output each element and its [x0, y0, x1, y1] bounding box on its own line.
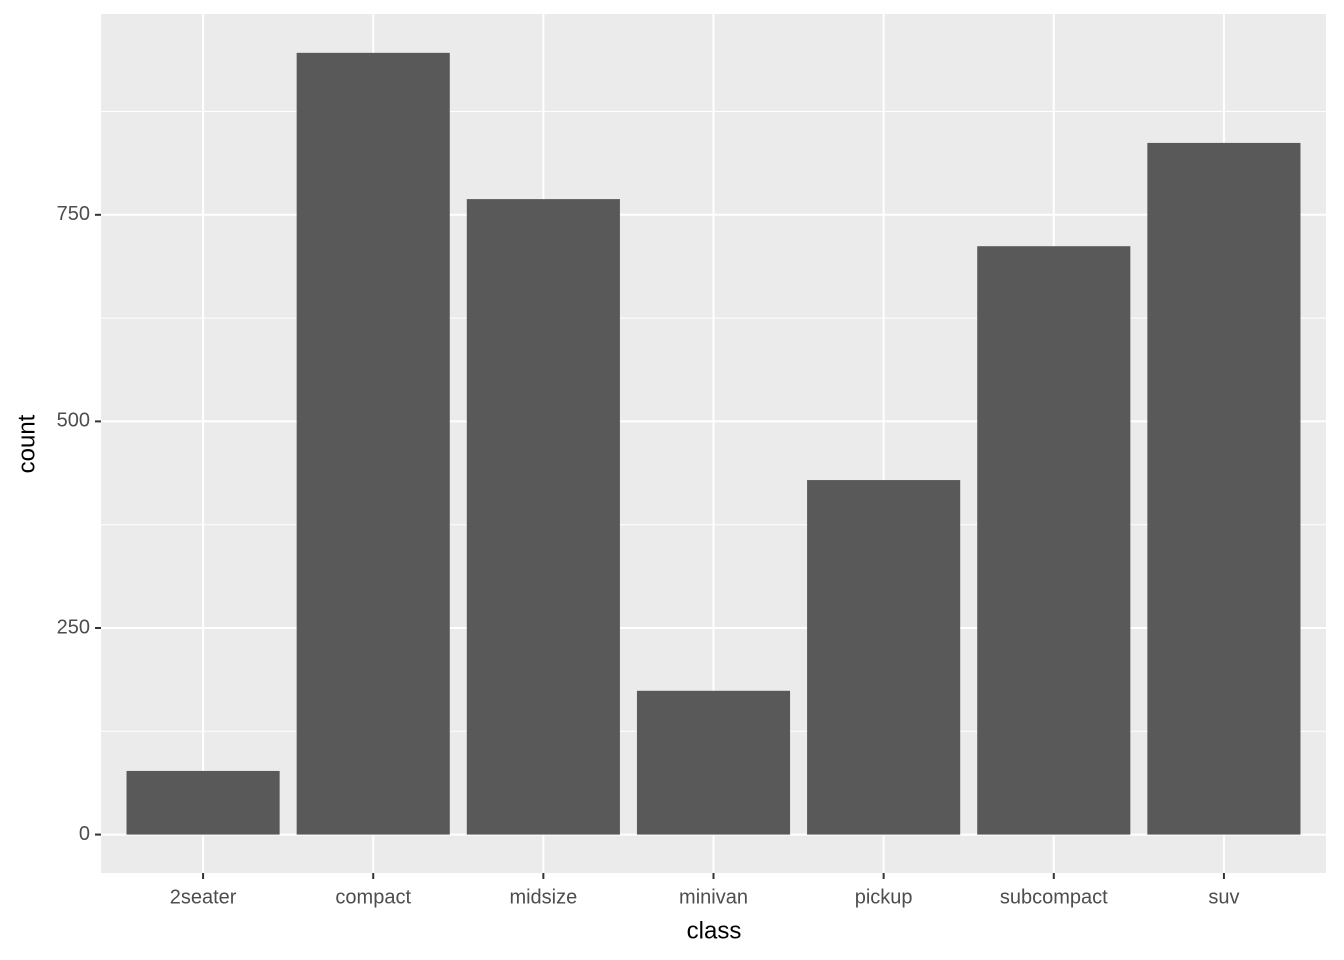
x-tick-label: suv	[1208, 886, 1239, 908]
x-tick-label: minivan	[679, 886, 748, 908]
bars	[126, 52, 1301, 835]
x-axis-title: class	[687, 917, 742, 944]
x-tick-label: pickup	[855, 886, 913, 908]
x-tick-label: midsize	[509, 886, 577, 908]
bar	[807, 480, 961, 835]
bar	[296, 52, 450, 835]
y-axis-title: count	[13, 414, 40, 473]
bar	[1147, 142, 1301, 835]
bar	[466, 199, 620, 835]
y-tick-label: 0	[79, 823, 90, 845]
bar	[977, 246, 1131, 835]
y-tick-label: 750	[57, 203, 90, 225]
x-tick-label: subcompact	[1000, 886, 1108, 908]
x-tick-label: 2seater	[170, 886, 237, 908]
y-tick-label: 500	[57, 410, 90, 432]
y-tick-label: 250	[57, 616, 90, 638]
bar	[126, 770, 280, 835]
bar	[636, 690, 791, 835]
x-tick-label: compact	[335, 886, 411, 908]
